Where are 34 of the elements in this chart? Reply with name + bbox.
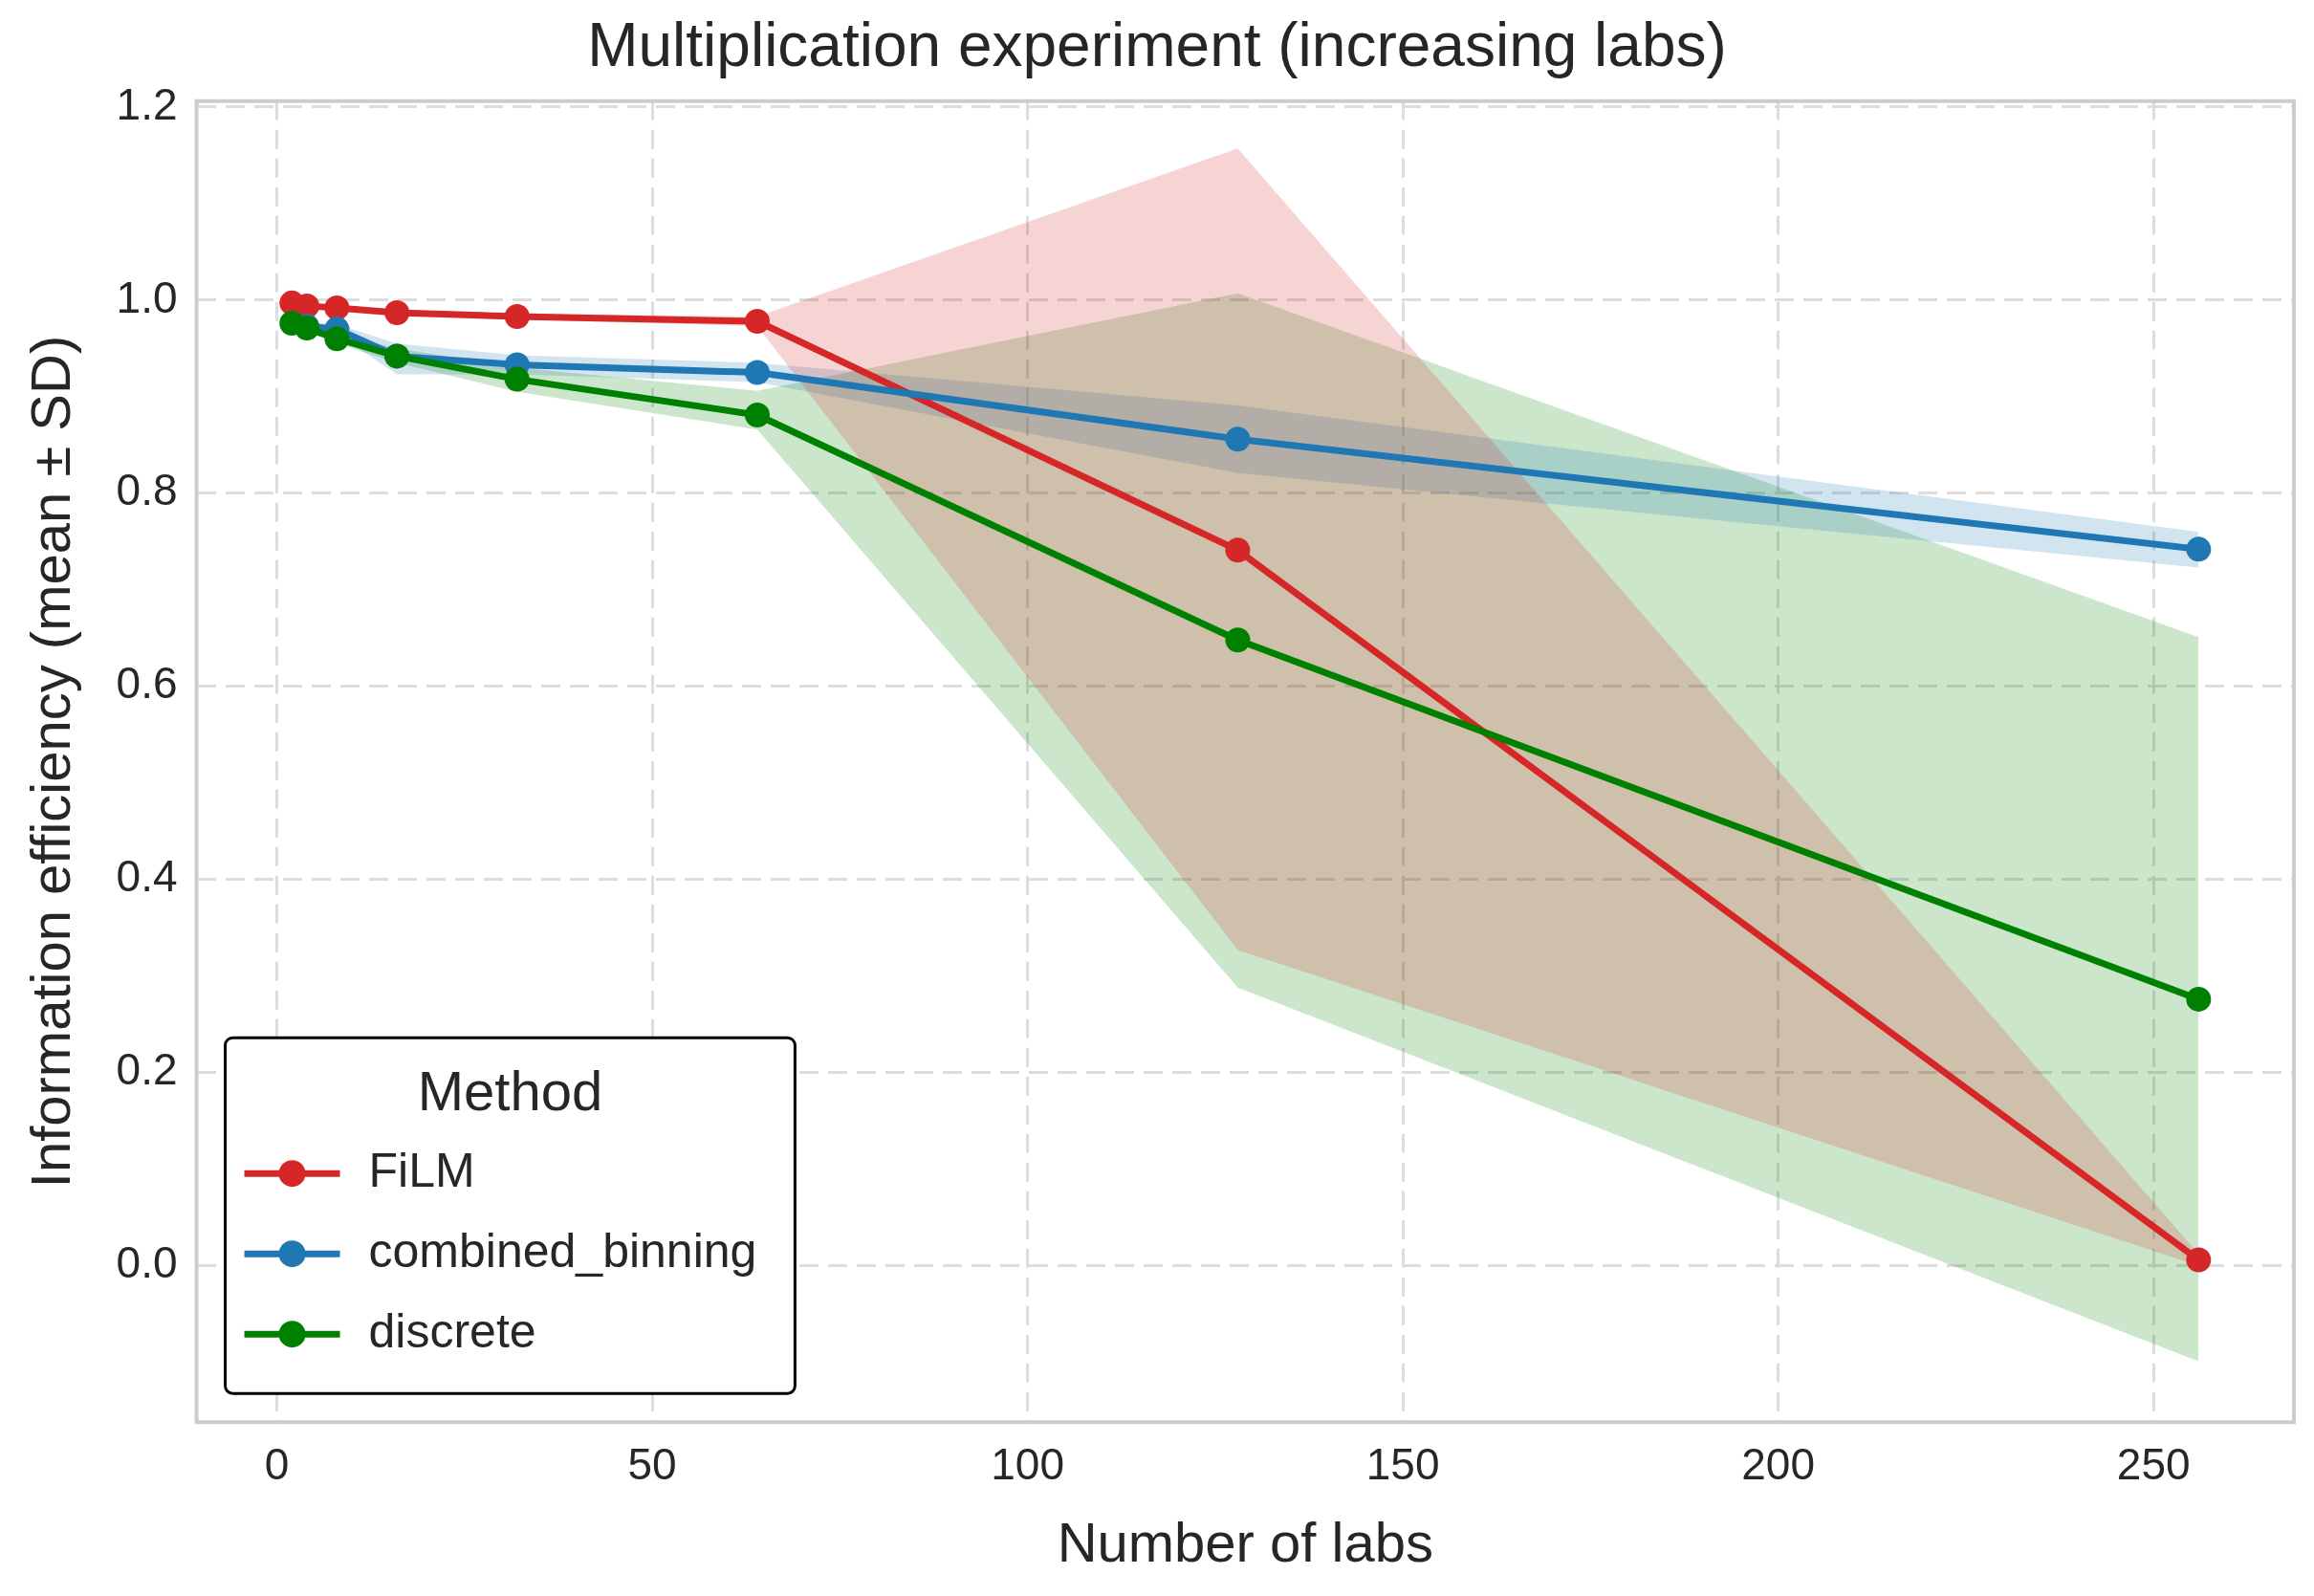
point <box>1225 426 1251 452</box>
legend-label: FiLM <box>368 1143 475 1197</box>
x-tick-label: 50 <box>627 1439 677 1490</box>
point <box>744 402 770 427</box>
x-tick-label: 150 <box>1365 1439 1440 1490</box>
chart-title: Multiplication experiment (increasing labs) <box>587 11 1727 80</box>
x-tick-label: 100 <box>991 1439 1064 1490</box>
point <box>504 303 530 329</box>
point <box>324 295 350 320</box>
y-tick-label: 0.4 <box>116 851 178 902</box>
point <box>2186 536 2212 562</box>
point <box>2186 986 2212 1012</box>
point <box>504 366 530 392</box>
point <box>744 309 770 335</box>
x-tick-label: 200 <box>1741 1439 1816 1490</box>
y-tick-label: 1.2 <box>116 78 178 129</box>
x-tick-label: 0 <box>264 1439 290 1490</box>
point <box>744 360 770 385</box>
y-tick-label: 0.8 <box>116 465 178 515</box>
y-axis-title: Information efficiency (mean ± SD) <box>18 335 81 1189</box>
point <box>1225 627 1251 653</box>
point <box>2186 1247 2212 1273</box>
point <box>324 326 350 352</box>
point <box>1225 537 1251 563</box>
x-axis-title: Number of labs <box>1057 1511 1433 1574</box>
x-tick-label: 250 <box>2116 1439 2191 1490</box>
y-tick-label: 0.6 <box>116 658 178 709</box>
legend-label: combined_binning <box>368 1223 757 1278</box>
legend-label: discrete <box>368 1303 536 1358</box>
y-tick-label: 0.0 <box>116 1237 178 1288</box>
point <box>384 299 410 325</box>
y-tick-label: 0.2 <box>116 1044 178 1095</box>
y-tick-label: 1.0 <box>116 272 178 322</box>
legend-title: Method <box>417 1060 603 1123</box>
